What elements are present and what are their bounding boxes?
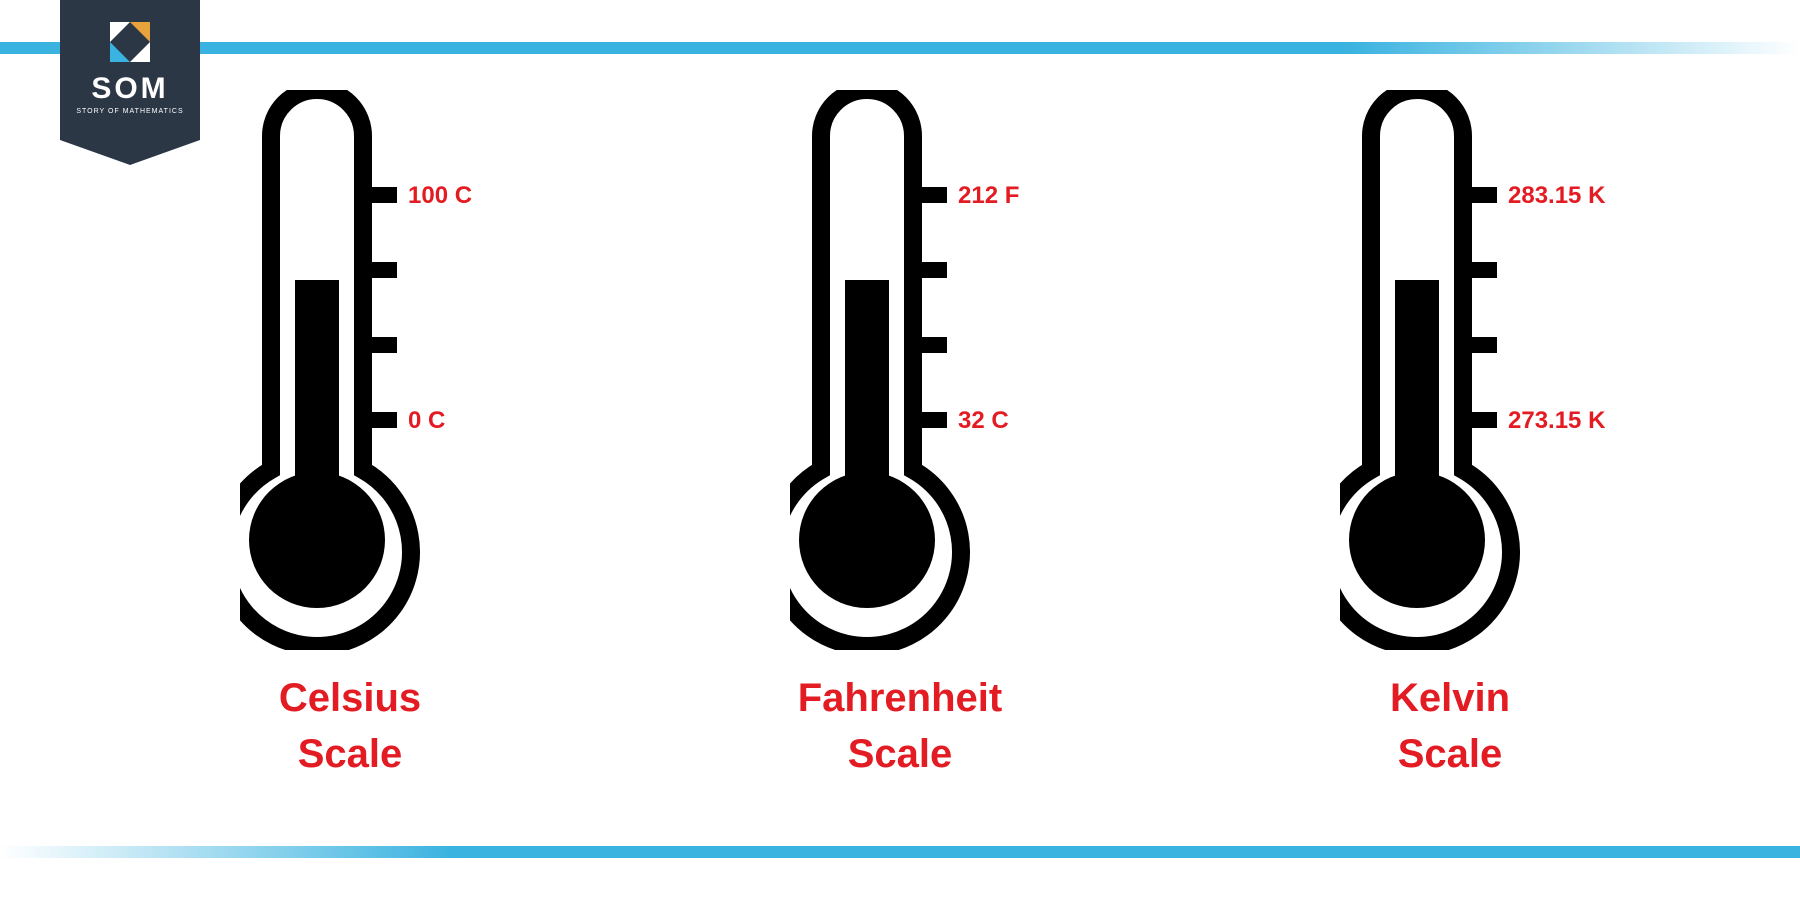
logo-subtext: STORY OF MATHEMATICS — [60, 108, 200, 115]
scale-title-line1: Kelvin — [1390, 676, 1510, 720]
thermometer-icon — [790, 90, 1010, 650]
scale-title-line2: Scale — [298, 732, 403, 776]
top-accent-bar — [0, 42, 1800, 54]
thermometer-icon — [240, 90, 460, 650]
thermometer-icon — [1340, 90, 1560, 650]
bottom-tick-label: 0 C — [408, 407, 445, 435]
logo-badge: SOM STORY OF MATHEMATICS — [60, 0, 200, 140]
scale-title: Celsius Scale — [279, 670, 421, 782]
bottom-accent-bar — [0, 846, 1800, 858]
top-tick-label: 100 C — [408, 182, 472, 210]
thermometer-fahrenheit: 212 F 32 C Fahrenheit Scale — [750, 90, 1050, 782]
scale-title-line1: Fahrenheit — [798, 676, 1002, 720]
scale-title: Fahrenheit Scale — [798, 670, 1002, 782]
scale-title: Kelvin Scale — [1390, 670, 1510, 782]
thermometer-row: 100 C 0 C Celsius Scale 212 F 32 C Fahre… — [0, 90, 1800, 782]
top-tick-label: 212 F — [958, 182, 1019, 210]
bottom-tick-label: 273.15 K — [1508, 407, 1605, 435]
bottom-tick-label: 32 C — [958, 407, 1009, 435]
top-tick-label: 283.15 K — [1508, 182, 1605, 210]
logo-text: SOM — [60, 72, 200, 106]
som-logo-icon — [106, 18, 154, 66]
thermometer-kelvin: 283.15 K 273.15 K Kelvin Scale — [1300, 90, 1600, 782]
scale-title-line2: Scale — [1398, 732, 1503, 776]
scale-title-line1: Celsius — [279, 676, 421, 720]
thermometer-celsius: 100 C 0 C Celsius Scale — [200, 90, 500, 782]
scale-title-line2: Scale — [848, 732, 953, 776]
